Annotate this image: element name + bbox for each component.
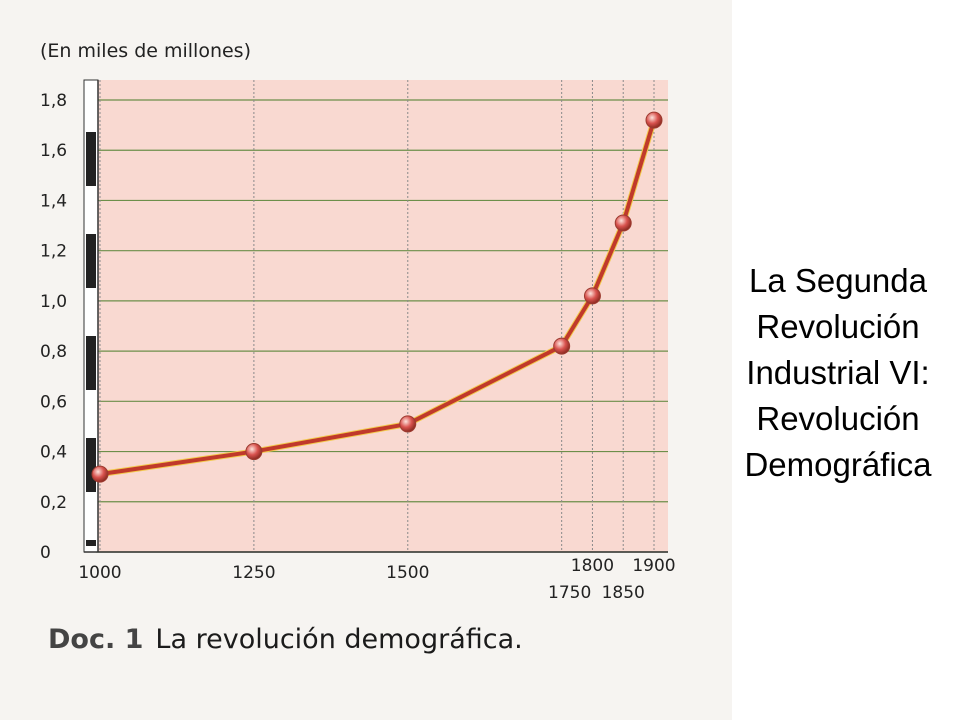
y-tick-label-2: 0,4 [40, 443, 67, 463]
x-tick-label-5: 1850 [602, 583, 645, 603]
caption-doc-label: Doc. 1 [48, 624, 144, 655]
data-point-5 [614, 214, 632, 232]
slide-title-line-2: Revolución [756, 308, 920, 345]
slide-title: La Segunda Revolución Industrial VI: Rev… [716, 258, 960, 488]
x-tick-label-1: 1250 [232, 563, 275, 583]
scanned-figure: 0 0,2 0,4 0,6 0,8 1,0 1,2 1,4 1,6 1,8 1000 1250 1500… [0, 0, 732, 720]
y-tick-label-4: 0,8 [40, 342, 67, 362]
slide-title-line-5: Demográfica [744, 446, 932, 483]
y-tick-label-6: 1,2 [40, 242, 67, 262]
x-tick-label-2: 1500 [386, 563, 429, 583]
data-point-4 [583, 287, 601, 305]
y-tick-label-8: 1,6 [40, 141, 67, 161]
y-tick-label-0: 0 [40, 543, 51, 563]
caption-text: La revolución demográfica. [155, 624, 523, 655]
figure-caption: Doc. 1 La revolución demográfica. [48, 624, 523, 655]
plot-background [96, 80, 668, 552]
x-tick-label-0: 1000 [78, 563, 121, 583]
x-tick-label-4: 1800 [571, 556, 614, 576]
data-point-2 [399, 415, 417, 433]
data-point-0 [91, 465, 109, 483]
slide-title-line-1: La Segunda [748, 262, 927, 299]
y-tick-label-1: 0,2 [40, 493, 67, 513]
data-point-6 [645, 111, 663, 129]
x-tick-label-3: 1750 [548, 583, 591, 603]
y-tick-label-9: 1,8 [40, 91, 67, 111]
population-line-chart: 0 0,2 0,4 0,6 0,8 1,0 1,2 1,4 1,6 1,8 1000 1250 1500… [40, 79, 676, 603]
y-axis-unit-label: (En miles de millones) [40, 40, 251, 62]
y-tick-label-5: 1,0 [40, 292, 67, 312]
y-tick-label-7: 1,4 [40, 191, 67, 211]
slide-title-line-3: Industrial VI: [746, 354, 930, 391]
slide-title-line-4: Revolución [756, 400, 920, 437]
data-point-3 [553, 337, 571, 355]
x-tick-label-6: 1900 [632, 556, 675, 576]
data-point-1 [245, 443, 263, 461]
y-tick-label-3: 0,6 [40, 392, 67, 412]
